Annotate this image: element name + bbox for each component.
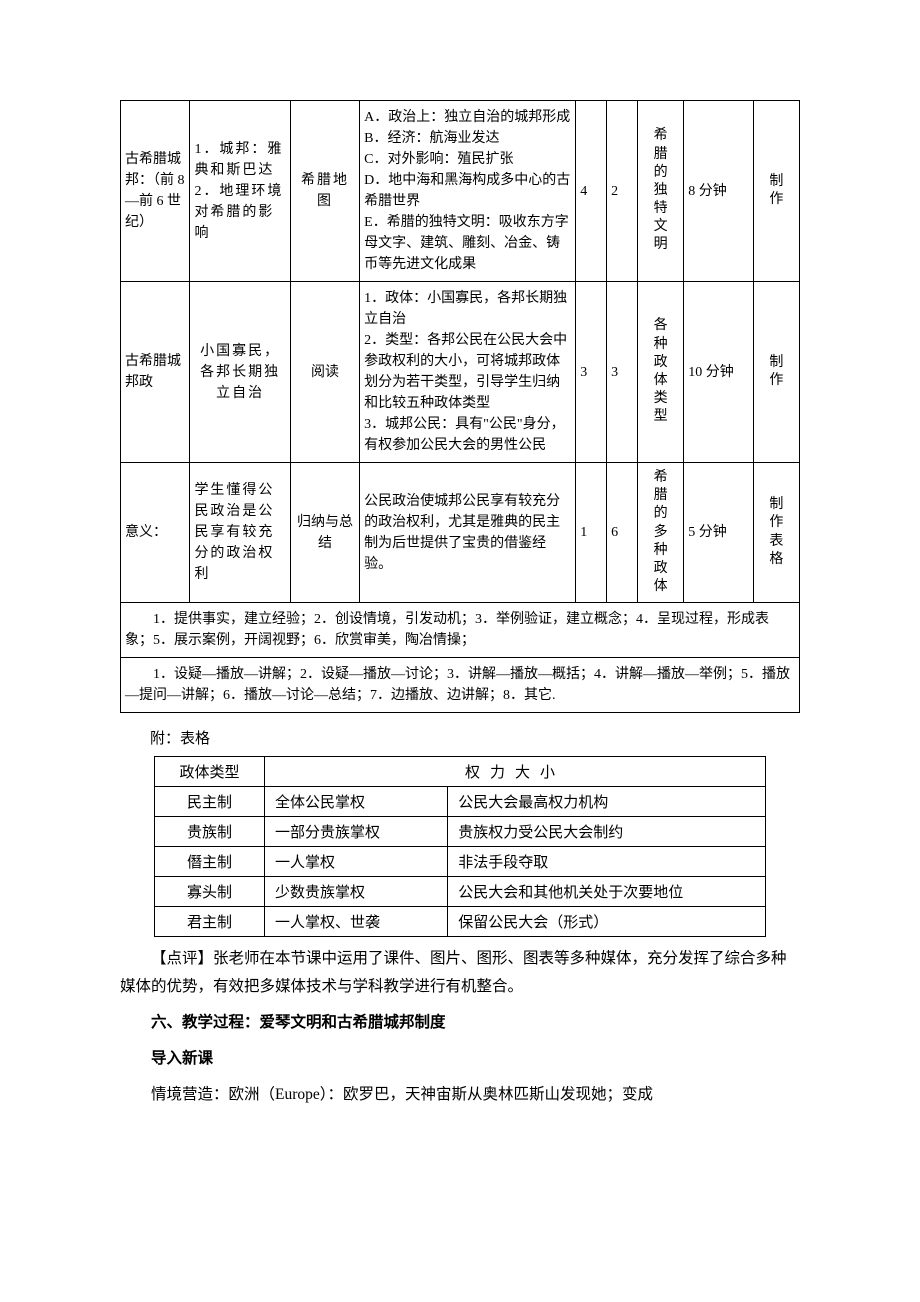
- polity-types-table: 政体类型 权力大小 民主制 全体公民掌权 公民大会最高权力机构 贵族制 一部分贵…: [154, 756, 766, 937]
- cell-make: 制作: [753, 101, 799, 282]
- cell: 一部分贵族掌权: [264, 817, 447, 847]
- methods-list-1: 1．提供事实，建立经验；2．创设情境，引发动机；3．举例验证，建立概念；4．呈现…: [121, 603, 800, 658]
- cell-content: 1．政体：小国寡民，各邦长期独立自治 2．类型：各邦公民在公民大会中参政权利的大…: [360, 282, 576, 463]
- cell-objective: 学生懂得公民政治是公民享有较充分的政治权利: [190, 463, 290, 603]
- table-row: 寡头制 少数贵族掌权 公民大会和其他机关处于次要地位: [155, 877, 766, 907]
- lesson-plan-table: 古希腊城邦：（前 8 ―前 6 世纪） 1．城邦：雅典和斯巴达 2．地理环境对希…: [120, 100, 800, 713]
- cell-key: 各种政体类型: [637, 282, 683, 463]
- cell-make: 制作: [753, 282, 799, 463]
- cell-n1: 3: [576, 282, 607, 463]
- cell-n1: 1: [576, 463, 607, 603]
- table-footer-row: 1．提供事实，建立经验；2．创设情境，引发动机；3．举例验证，建立概念；4．呈现…: [121, 603, 800, 658]
- cell: 非法手段夺取: [448, 847, 766, 877]
- methods-list-2: 1．设疑―播放―讲解；2．设疑―播放―讨论；3．讲解―播放―概括；4．讲解―播放…: [121, 658, 800, 713]
- cell-time: 10 分钟: [684, 282, 753, 463]
- cell: 一人掌权: [264, 847, 447, 877]
- cell: 僭主制: [155, 847, 265, 877]
- cell-content: 公民政治使城邦公民享有较充分的政治权利，尤其是雅典的民主制为后世提供了宝贵的借鉴…: [360, 463, 576, 603]
- cell-media: 阅读: [290, 282, 359, 463]
- cell-n2: 3: [607, 282, 638, 463]
- table-row: 君主制 一人掌权、世袭 保留公民大会（形式）: [155, 907, 766, 937]
- cell: 贵族制: [155, 817, 265, 847]
- cell: 全体公民掌权: [264, 787, 447, 817]
- cell-n2: 2: [607, 101, 638, 282]
- context-text: 情境营造：欧洲（Europe）：欧罗巴，天神宙斯从奥林匹斯山发现她；变成: [120, 1081, 800, 1109]
- cell-topic: 意义：: [121, 463, 190, 603]
- cell: 寡头制: [155, 877, 265, 907]
- cell: 保留公民大会（形式）: [448, 907, 766, 937]
- review-comment: 【点评】张老师在本节课中运用了课件、图片、图形、图表等多种媒体，充分发挥了综合多…: [120, 945, 800, 1001]
- table-row: 古希腊城邦政 小国寡民，各邦长期独立自治 阅读 1．政体：小国寡民，各邦长期独立…: [121, 282, 800, 463]
- cell-make: 制作表格: [753, 463, 799, 603]
- cell: 少数贵族掌权: [264, 877, 447, 907]
- cell-content: A．政治上：独立自治的城邦形成 B．经济：航海业发达 C．对外影响：殖民扩张 D…: [360, 101, 576, 282]
- cell-topic: 古希腊城邦：（前 8 ―前 6 世纪）: [121, 101, 190, 282]
- cell: 公民大会最高权力机构: [448, 787, 766, 817]
- cell-media: 归纳与总结: [290, 463, 359, 603]
- cell-objective: 1．城邦：雅典和斯巴达 2．地理环境对希腊的影响: [190, 101, 290, 282]
- attachment-label: 附：表格: [120, 727, 800, 748]
- cell-n2: 6: [607, 463, 638, 603]
- cell-time: 8 分钟: [684, 101, 753, 282]
- header-power: 权力大小: [264, 757, 765, 787]
- cell: 一人掌权、世袭: [264, 907, 447, 937]
- cell-media: 希腊地图: [290, 101, 359, 282]
- cell-topic: 古希腊城邦政: [121, 282, 190, 463]
- cell-n1: 4: [576, 101, 607, 282]
- cell-time: 5 分钟: [684, 463, 753, 603]
- table-header-row: 政体类型 权力大小: [155, 757, 766, 787]
- cell: 君主制: [155, 907, 265, 937]
- table-row: 民主制 全体公民掌权 公民大会最高权力机构: [155, 787, 766, 817]
- cell: 公民大会和其他机关处于次要地位: [448, 877, 766, 907]
- cell-objective: 小国寡民，各邦长期独立自治: [190, 282, 290, 463]
- cell-key: 希腊的独特文明: [637, 101, 683, 282]
- table-row: 僭主制 一人掌权 非法手段夺取: [155, 847, 766, 877]
- table-row: 古希腊城邦：（前 8 ―前 6 世纪） 1．城邦：雅典和斯巴达 2．地理环境对希…: [121, 101, 800, 282]
- header-polity-type: 政体类型: [155, 757, 265, 787]
- cell: 贵族权力受公民大会制约: [448, 817, 766, 847]
- intro-heading: 导入新课: [120, 1045, 800, 1073]
- section-heading: 六、教学过程：爱琴文明和古希腊城邦制度: [120, 1009, 800, 1037]
- table-row: 贵族制 一部分贵族掌权 贵族权力受公民大会制约: [155, 817, 766, 847]
- table-footer-row: 1．设疑―播放―讲解；2．设疑―播放―讨论；3．讲解―播放―概括；4．讲解―播放…: [121, 658, 800, 713]
- cell: 民主制: [155, 787, 265, 817]
- cell-key: 希腊的多种政体: [637, 463, 683, 603]
- table-row: 意义： 学生懂得公民政治是公民享有较充分的政治权利 归纳与总结 公民政治使城邦公…: [121, 463, 800, 603]
